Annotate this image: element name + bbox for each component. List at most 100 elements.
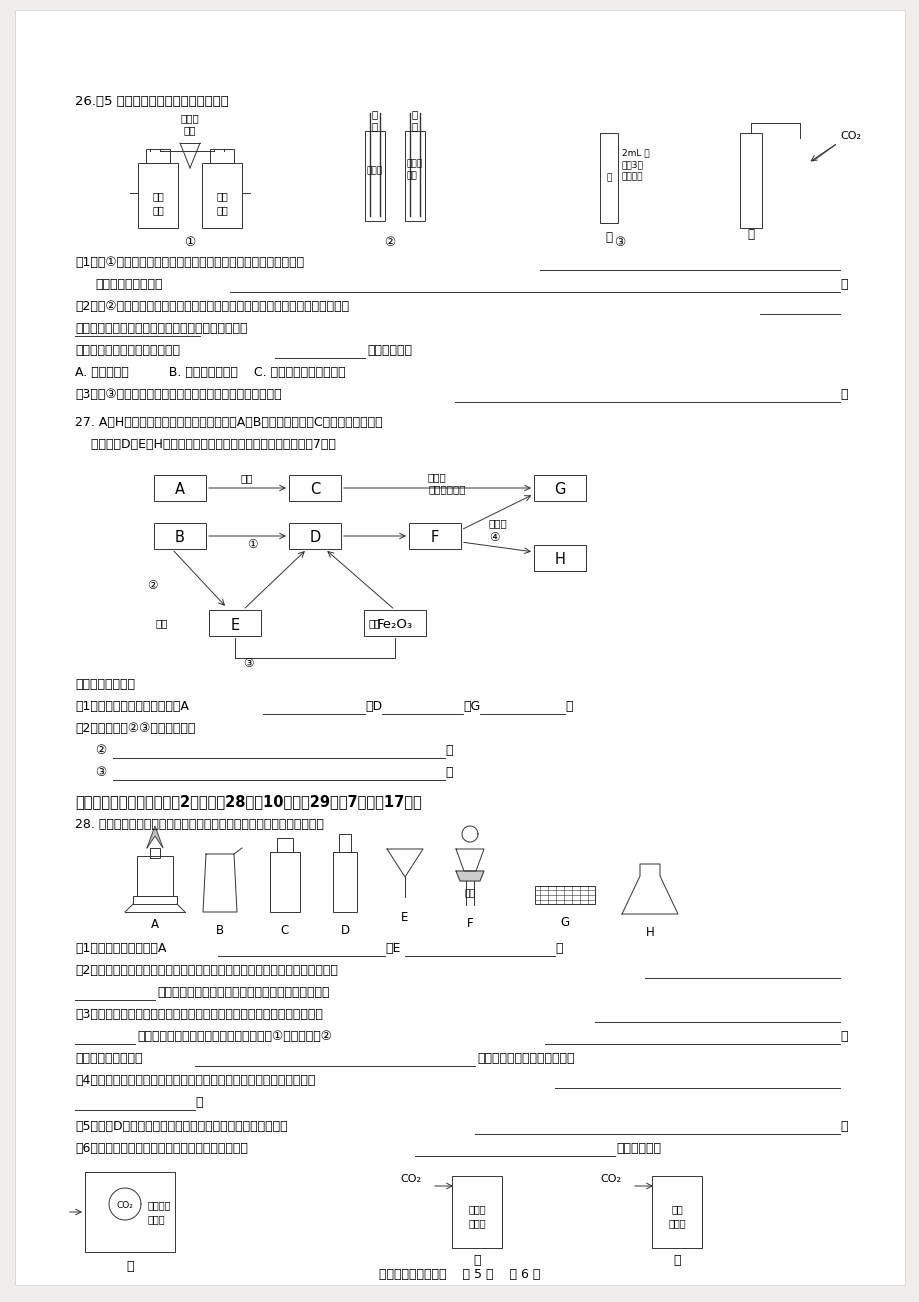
Text: （填序号）。: （填序号）。 (367, 344, 412, 357)
Text: 甲: 甲 (126, 1260, 133, 1273)
Text: ①: ① (184, 236, 196, 249)
Text: ；: ； (445, 743, 452, 756)
Text: 26.（5 分）据图所示的实验回答问题：: 26.（5 分）据图所示的实验回答问题： (75, 95, 229, 108)
Text: （3）从提供的仪器中选择组装一套制取二氧化碳的装置，你选择的仪器是: （3）从提供的仪器中选择组装一套制取二氧化碳的装置，你选择的仪器是 (75, 1008, 323, 1021)
Bar (202, 163, 242, 228)
Bar (535, 885, 595, 904)
Text: 澄清: 澄清 (670, 1204, 682, 1213)
Text: （1）写出下列物质的化学式：A: （1）写出下列物质的化学式：A (75, 700, 188, 713)
Text: E: E (230, 617, 239, 633)
Text: 高温: 高温 (155, 618, 168, 628)
Text: 蕊的水: 蕊的水 (468, 1217, 485, 1228)
Text: ②: ② (95, 743, 106, 756)
Text: 丝: 丝 (371, 121, 378, 132)
Bar (277, 838, 292, 852)
Bar (533, 475, 585, 501)
Text: （填字母序号）。组装仪器的连接原则是①先左后右，②: （填字母序号）。组装仪器的连接原则是①先左后右，② (137, 1030, 332, 1043)
Text: 乙: 乙 (746, 228, 754, 241)
Text: C: C (310, 483, 320, 497)
Text: 没有明显现象: 没有明显现象 (427, 484, 465, 493)
Text: 高温: 高温 (369, 618, 380, 628)
Bar (289, 475, 341, 501)
Text: 2mL 蒸: 2mL 蒸 (621, 148, 649, 158)
Text: ，E: ，E (384, 943, 400, 954)
Text: ；由此得出的结论是: ；由此得出的结论是 (95, 279, 163, 292)
Text: 稀盐酸: 稀盐酸 (367, 165, 382, 174)
Text: A. 铝丝未打磨          B. 硫酸铜溶液变质    C. 铝的金属活动性比铜强: A. 铝丝未打磨 B. 硫酸铜溶液变质 C. 铝的金属活动性比铜强 (75, 366, 346, 379)
Text: G: G (560, 917, 569, 930)
Text: ③: ③ (95, 766, 106, 779)
Text: F: F (430, 530, 438, 546)
Text: （2）写出反应②③的化学方程式: （2）写出反应②③的化学方程式 (75, 723, 195, 736)
Text: 馏水3滴: 馏水3滴 (621, 160, 643, 169)
Bar (338, 835, 351, 852)
Text: ②: ② (147, 579, 157, 592)
Text: 空气: 空气 (216, 204, 228, 215)
Text: 甲: 甲 (606, 173, 611, 182)
Text: C: C (280, 924, 289, 937)
Text: 高温: 高温 (241, 473, 253, 483)
Text: （2）实验时，先要连接好仪器，把玻璃管插入带孔的橡胶塞时，先把玻璃管口: （2）实验时，先要连接好仪器，把玻璃管插入带孔的橡胶塞时，先把玻璃管口 (75, 963, 337, 976)
Text: 装满空气: 装满空气 (148, 1200, 171, 1210)
Bar (138, 163, 177, 228)
Text: 。: 。 (554, 943, 562, 954)
Text: Fe₂O₃: Fe₂O₃ (377, 618, 413, 631)
Bar (153, 475, 206, 501)
Text: A: A (175, 483, 185, 497)
Text: （4）实验室用澄清石灰水来检验二氧化碳气体，其反应的化学方程式是: （4）实验室用澄清石灰水来检验二氧化碳气体，其反应的化学方程式是 (75, 1074, 315, 1087)
Text: 稀硫酸: 稀硫酸 (489, 518, 507, 529)
Text: 。: 。 (839, 1030, 846, 1043)
Text: ③: ③ (614, 236, 625, 249)
Bar (137, 855, 173, 896)
Text: ①: ① (246, 538, 257, 551)
Text: 观察到明显现象，可能的原因是: 观察到明显现象，可能的原因是 (75, 344, 180, 357)
Bar (153, 523, 206, 549)
Text: 。: 。 (839, 279, 846, 292)
Text: 三、实验探究题（本大题共2小题；第28小题10分，第29小题7分，共17分）: 三、实验探究题（本大题共2小题；第28小题10分，第29小题7分，共17分） (75, 794, 421, 809)
Bar (404, 132, 425, 221)
Text: 双孔: 双孔 (464, 889, 475, 898)
Bar (652, 1176, 701, 1249)
Text: ③: ③ (243, 658, 254, 671)
Text: 组装好仪器，先检查: 组装好仪器，先检查 (75, 1052, 142, 1065)
Text: D: D (309, 530, 321, 546)
Text: E: E (401, 911, 408, 924)
Text: ；D: ；D (365, 700, 381, 713)
Text: D: D (340, 924, 349, 937)
FancyBboxPatch shape (15, 10, 904, 1285)
Text: 甲: 甲 (605, 230, 612, 243)
Text: （2）图②是与铝有关的实验。铝丝与稀盐酸反应的过程中应观察到的实验现象是: （2）图②是与铝有关的实验。铝丝与稀盐酸反应的过程中应观察到的实验现象是 (75, 299, 348, 312)
Text: 铝: 铝 (371, 109, 378, 118)
Text: 稀硫酸: 稀硫酸 (427, 473, 446, 482)
Text: B: B (216, 924, 224, 937)
Text: CO₂: CO₂ (599, 1174, 620, 1184)
Bar (364, 611, 425, 635)
Text: 硫酸铜: 硫酸铜 (406, 159, 423, 168)
Bar (269, 852, 300, 911)
Text: F: F (466, 917, 472, 930)
Text: （5）若用D装置来干燥二氧化碳气体，瓶内通常装入的试剂是: （5）若用D装置来干燥二氧化碳气体，瓶内通常装入的试剂是 (75, 1120, 288, 1133)
Bar (365, 132, 384, 221)
Text: （1）写出仪器的名称：A: （1）写出仪器的名称：A (75, 943, 166, 954)
Text: 溶液: 溶液 (406, 171, 417, 180)
Text: 。: 。 (839, 388, 846, 401)
Bar (289, 523, 341, 549)
Text: CO₂: CO₂ (839, 132, 860, 141)
Text: 。: 。 (445, 766, 452, 779)
Bar (451, 1176, 502, 1249)
Text: 木条: 木条 (184, 125, 196, 135)
Polygon shape (456, 871, 483, 881)
Bar (85, 1172, 175, 1253)
Text: 28. 化学是一门以实验为基础的学科。结合提供的仪器，回答下列问题：: 28. 化学是一门以实验为基础的学科。结合提供的仪器，回答下列问题： (75, 818, 323, 831)
Text: 滴有石: 滴有石 (468, 1204, 485, 1213)
Text: 吸入: 吸入 (152, 191, 164, 201)
Bar (150, 848, 160, 858)
Text: 燃着的: 燃着的 (180, 113, 199, 122)
Text: B: B (175, 530, 185, 546)
Text: 丝: 丝 (412, 121, 417, 132)
Text: （1）图①是探究人体吸入空气和呼出气体成分的实验。实验现象是: （1）图①是探究人体吸入空气和呼出气体成分的实验。实验现象是 (75, 256, 304, 270)
Text: 石灰水: 石灰水 (667, 1217, 685, 1228)
Bar (409, 523, 460, 549)
Text: 几年级化学期末考试    第 5 页    共 6 页: 几年级化学期末考试 第 5 页 共 6 页 (379, 1268, 540, 1281)
Text: ；某位同学在进行铝和硫酸铜溶液反应的实验时，未: ；某位同学在进行铝和硫酸铜溶液反应的实验时，未 (75, 322, 247, 335)
